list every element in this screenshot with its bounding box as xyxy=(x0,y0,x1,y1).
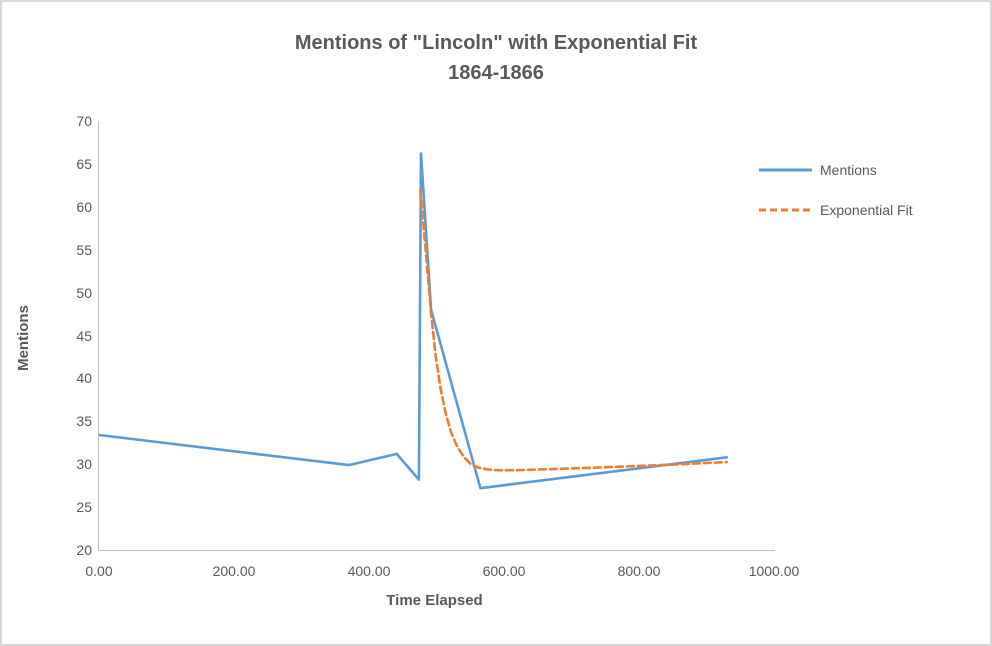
exponential-fit-line-swatch xyxy=(759,208,812,212)
chart-title-line2: 1864-1866 xyxy=(448,62,544,84)
y-tick-label: 55 xyxy=(76,241,92,258)
x-tick-label: 800.00 xyxy=(617,563,661,579)
y-axis-line xyxy=(98,121,99,551)
x-tick-label: 200.00 xyxy=(212,563,256,579)
x-axis-title: Time Elapsed xyxy=(386,592,483,609)
x-tick-label: 600.00 xyxy=(482,563,526,579)
mentions-line xyxy=(99,152,729,490)
y-tick-label: 50 xyxy=(76,284,92,301)
chart-title-line1: Mentions of "Lincoln" with Exponential F… xyxy=(294,32,698,54)
legend-item-mentions: Mentions xyxy=(759,161,913,179)
plot-area xyxy=(99,152,729,490)
chart-title: Mentions of "Lincoln" with Exponential F… xyxy=(2,28,990,88)
y-tick-label: 20 xyxy=(76,542,92,558)
y-tick-label: 45 xyxy=(76,327,92,344)
y-tick-label: 60 xyxy=(76,198,92,215)
y-tick-label: 70 xyxy=(76,113,92,129)
y-tick-label: 35 xyxy=(76,413,92,430)
y-tick-label: 25 xyxy=(76,499,92,516)
exponential-fit-line xyxy=(418,188,729,472)
mentions-line-swatch xyxy=(759,168,812,172)
legend-label-exponential-fit: Exponential Fit xyxy=(820,202,913,218)
legend-item-exponential-fit: Exponential Fit xyxy=(759,201,913,219)
y-tick-label: 40 xyxy=(76,370,92,387)
x-axis-line xyxy=(98,550,775,551)
legend: Mentions Exponential Fit xyxy=(759,161,913,241)
y-tick-label: 30 xyxy=(76,456,92,473)
legend-label-mentions: Mentions xyxy=(820,162,877,178)
y-tick-label: 65 xyxy=(76,155,92,172)
x-tick-label: 400.00 xyxy=(347,563,391,579)
x-tick-label: 0.00 xyxy=(85,563,113,579)
x-tick-label: 1000.00 xyxy=(748,563,800,579)
